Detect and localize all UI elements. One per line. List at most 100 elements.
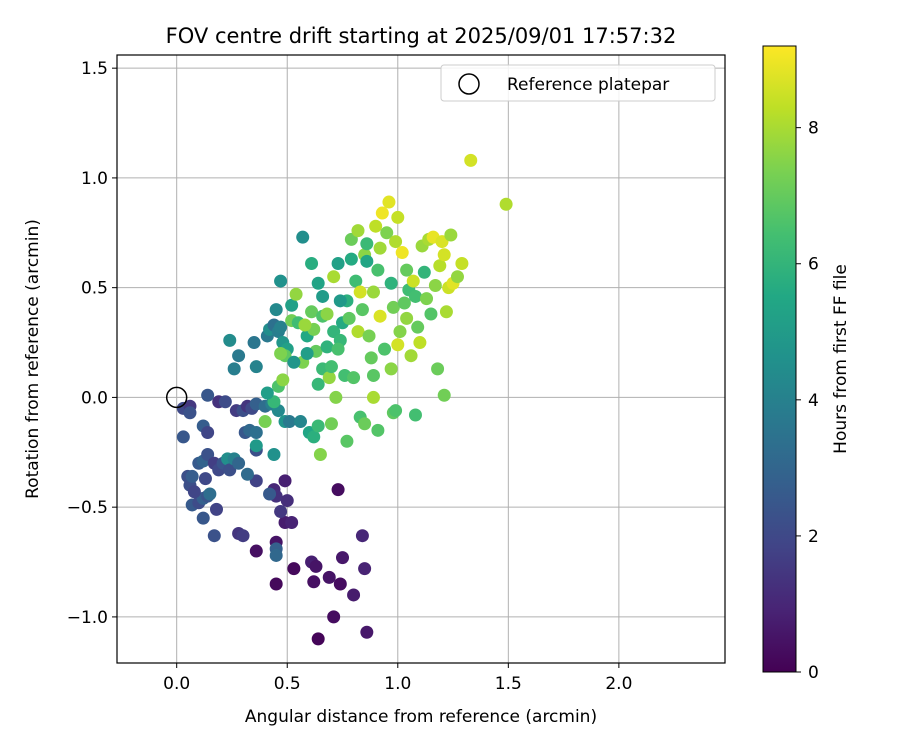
data-point: [274, 320, 288, 334]
data-point: [351, 224, 365, 238]
legend-box: [440, 64, 716, 102]
data-point: [366, 390, 380, 404]
data-point: [464, 153, 478, 167]
data-point: [373, 309, 387, 323]
data-point: [274, 347, 288, 361]
data-point: [400, 263, 414, 277]
data-point: [316, 289, 330, 303]
data-point: [311, 276, 325, 290]
data-point: [384, 362, 398, 376]
data-point: [249, 544, 263, 558]
data-point: [294, 415, 308, 429]
data-point: [344, 252, 358, 266]
data-point: [236, 529, 250, 543]
data-point: [360, 254, 374, 268]
plot-frame: [116, 54, 726, 664]
y-tick-label: 0.0: [81, 388, 108, 408]
data-point: [455, 257, 469, 271]
x-tick-label: 2.0: [605, 674, 632, 694]
data-point: [305, 305, 319, 319]
data-point: [411, 320, 425, 334]
data-point: [389, 235, 403, 249]
data-point: [223, 463, 237, 477]
data-point: [313, 447, 327, 461]
data-point: [300, 347, 314, 361]
data-point: [278, 474, 292, 488]
data-point: [305, 257, 319, 271]
data-point: [311, 632, 325, 646]
data-point: [201, 388, 215, 402]
data-point: [269, 548, 283, 562]
grid: [117, 55, 725, 663]
data-point: [331, 342, 345, 356]
data-point: [176, 430, 190, 444]
data-point: [393, 325, 407, 339]
data-point: [331, 483, 345, 497]
data-point: [439, 305, 453, 319]
y-tick-label: 0.5: [81, 279, 108, 299]
data-point: [320, 307, 334, 321]
points: [176, 153, 513, 646]
data-point: [203, 487, 217, 501]
data-point: [218, 395, 232, 409]
y-axis-label: Rotation from reference (arcmin): [23, 219, 43, 499]
data-point: [366, 368, 380, 382]
data-point: [274, 505, 288, 519]
data-point: [322, 570, 336, 584]
data-point: [285, 516, 299, 530]
data-point: [347, 371, 361, 385]
data-point: [276, 373, 290, 387]
data-point: [183, 406, 197, 420]
data-point: [371, 263, 385, 277]
data-point: [391, 338, 405, 352]
data-point: [408, 408, 422, 422]
data-point: [444, 228, 458, 242]
data-point: [196, 511, 210, 525]
data-point: [351, 325, 365, 339]
y-ticks: −1.0 −0.5 0.0 0.5 1.0 1.5: [67, 59, 117, 628]
data-point: [375, 206, 389, 220]
colorbar: 0 2 4 6 8 Hours from first FF file: [762, 45, 851, 683]
data-point: [209, 502, 223, 516]
data-point: [329, 390, 343, 404]
data-point: [298, 318, 312, 332]
data-point: [247, 336, 261, 350]
data-point: [382, 195, 396, 209]
data-point: [201, 426, 215, 440]
data-point: [249, 426, 263, 440]
data-point: [437, 388, 451, 402]
data-point: [267, 447, 281, 461]
data-point: [360, 625, 374, 639]
data-point: [395, 246, 409, 260]
data-point: [373, 241, 387, 255]
y-tick-label: 1.0: [81, 169, 108, 189]
data-point: [282, 415, 296, 429]
data-point: [353, 285, 367, 299]
x-tick-label: 0.5: [274, 674, 301, 694]
data-point: [187, 485, 201, 499]
data-point: [389, 404, 403, 418]
data-point: [380, 226, 394, 240]
data-point: [450, 270, 464, 284]
colorbar-tick-label: 4: [808, 391, 819, 411]
data-point: [331, 257, 345, 271]
data-point: [347, 588, 361, 602]
data-point: [406, 274, 420, 288]
x-tick-label: 1.0: [384, 674, 411, 694]
colorbar-ticks: 0 2 4 6 8: [796, 119, 819, 683]
data-point: [428, 278, 442, 292]
data-point: [413, 336, 427, 350]
data-point: [289, 287, 303, 301]
data-point: [362, 329, 376, 343]
x-tick-label: 0.0: [163, 674, 190, 694]
data-point: [274, 274, 288, 288]
reference-marker: [165, 386, 188, 409]
data-point: [336, 551, 350, 565]
data-point: [327, 610, 341, 624]
data-point: [358, 417, 372, 431]
colorbar-tick-label: 0: [808, 663, 819, 683]
data-point: [269, 303, 283, 317]
data-point: [333, 577, 347, 591]
data-point: [207, 529, 221, 543]
data-point: [285, 298, 299, 312]
